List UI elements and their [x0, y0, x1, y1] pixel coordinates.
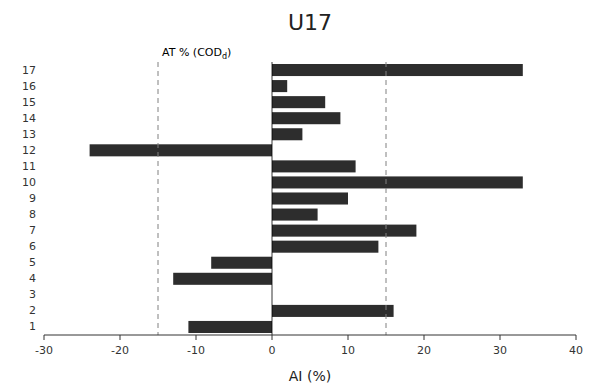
x-tick-label: -10 [187, 344, 205, 357]
bar [188, 321, 272, 333]
y-tick-label: 17 [22, 64, 36, 77]
y-tick-label: 7 [29, 224, 36, 237]
bar [272, 80, 287, 92]
x-tick-label: 0 [269, 344, 276, 357]
x-tick-label: 30 [493, 344, 507, 357]
y-tick-label: 8 [29, 208, 36, 221]
y-tick-label: 9 [29, 192, 36, 205]
reference-line [386, 62, 387, 335]
x-tick [120, 335, 121, 340]
y-tick-label: 11 [22, 160, 36, 173]
y-tick-label: 15 [22, 96, 36, 109]
bar [272, 112, 340, 124]
bar [272, 96, 325, 108]
bar [272, 176, 523, 188]
bar [272, 128, 302, 140]
y-tick-label: 1 [29, 320, 36, 333]
y-tick-label: 3 [29, 288, 36, 301]
x-tick [196, 335, 197, 340]
y-tick-label: 10 [22, 176, 36, 189]
y-tick-label: 6 [29, 240, 36, 253]
y-tick-label: 14 [22, 112, 36, 125]
bar [272, 225, 416, 237]
x-tick [348, 335, 349, 340]
bar [173, 273, 272, 285]
bar [272, 192, 348, 204]
y-tick-label: 5 [29, 256, 36, 269]
x-tick-label: -30 [35, 344, 53, 357]
bars [90, 62, 523, 335]
bar [272, 241, 378, 253]
reference-line [158, 62, 159, 335]
bar [211, 257, 272, 269]
bar [272, 64, 523, 76]
x-axis-line [44, 335, 576, 336]
x-tick [576, 335, 577, 340]
y-tick-label: 13 [22, 128, 36, 141]
y-tick-label: 4 [29, 272, 36, 285]
x-axis-label: AI (%) [289, 368, 331, 384]
annotation-text: AT % (COD [162, 46, 222, 59]
x-tick [44, 335, 45, 340]
bar [272, 305, 394, 317]
x-tick [272, 335, 273, 340]
zero-line [272, 62, 273, 335]
bar [272, 160, 356, 172]
y-tick-label: 2 [29, 304, 36, 317]
x-tick-label: 10 [341, 344, 355, 357]
title: U17 [288, 10, 332, 35]
bar [90, 144, 272, 156]
x-tick [424, 335, 425, 340]
bar [272, 209, 318, 221]
y-tick-label: 16 [22, 80, 36, 93]
x-tick [500, 335, 501, 340]
x-tick-label: 40 [569, 344, 583, 357]
chart: U17-30-20-100102030401234567891011121314… [0, 0, 600, 391]
y-tick-label: 12 [22, 144, 36, 157]
annotation: AT % (CODd) [162, 46, 231, 61]
x-tick-label: -20 [111, 344, 129, 357]
annotation-suffix: ) [227, 46, 231, 59]
x-tick-label: 20 [417, 344, 431, 357]
